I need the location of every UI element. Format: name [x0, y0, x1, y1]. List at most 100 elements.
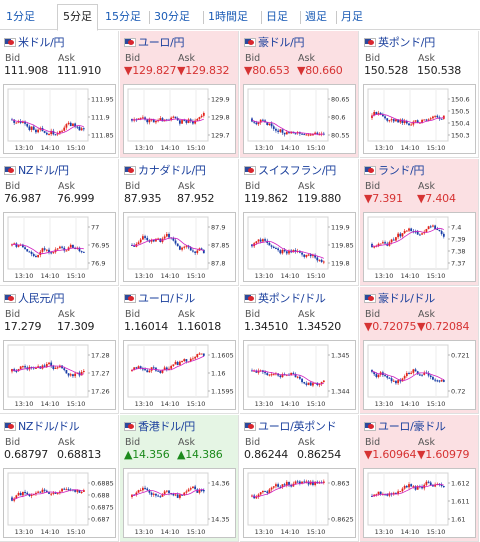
ask-price: 111.910: [57, 64, 102, 77]
pair-name-link[interactable]: ランド/円: [378, 164, 425, 177]
pair-name-link[interactable]: NZドル/円: [18, 164, 69, 177]
candlestick-chart[interactable]: 129.9 129.8 129.7 13:10 14:10 15:10: [123, 84, 236, 154]
tab-daily[interactable]: 日足: [266, 10, 288, 23]
pair-card[interactable]: 英ポンド/ドル Bid Ask 1.34510 1.34520 1.345 1.344 13:…: [240, 287, 359, 414]
x-tick-label: 15:10: [307, 528, 326, 536]
candle-body: [43, 248, 46, 250]
candle-body: [45, 132, 48, 135]
candlestick-chart[interactable]: 1.1605 1.16 1.1595 13:10 14:10 15:10: [123, 340, 236, 410]
pair-header[interactable]: ユーロ/豪ドル: [364, 419, 446, 433]
candlestick-chart[interactable]: 80.65 80.6 80.55 13:10 14:10 15:10: [243, 84, 356, 154]
pair-header[interactable]: 香港ドル/円: [124, 419, 195, 433]
candlestick-chart[interactable]: 1.612 1.611 1.61 13:10 14:10 15:10: [363, 468, 476, 538]
candle-body: [67, 373, 70, 376]
pair-card[interactable]: カナダドル/円 Bid Ask 87.935 87.952 87.9 87.85 87.8 13…: [120, 159, 239, 286]
candle-body: [305, 481, 308, 483]
candlestick-chart[interactable]: 119.9 119.85 119.8 13:10 14:10 15:10: [243, 212, 356, 282]
tab-5min[interactable]: 5分足: [57, 4, 98, 31]
pair-header[interactable]: 英ポンド/ドル: [244, 291, 326, 305]
tab-15min[interactable]: 15分足: [105, 10, 141, 23]
pair-card[interactable]: 米ドル/円 Bid Ask 111.908 111.910 111.95 111.9 111.…: [0, 31, 119, 158]
candle-body: [412, 486, 415, 488]
tab-monthly[interactable]: 月足: [341, 10, 363, 23]
pair-name-link[interactable]: ユーロ/ドル: [138, 292, 195, 305]
pair-card[interactable]: ランド/円 Bid Ask ▼7.391 ▼7.404 7.4 7.39 7.38 7.37 13…: [360, 159, 479, 286]
pair-card[interactable]: 豪ドル/円 Bid Ask ▼80.653 ▼80.660 80.65 80.6 80.55 1…: [240, 31, 359, 158]
pair-header[interactable]: 人民元/円: [4, 291, 65, 305]
candlestick-chart[interactable]: 7.4 7.39 7.38 7.37 13:10 14:10 15:10: [363, 212, 476, 282]
pair-name-link[interactable]: 人民元/円: [18, 292, 65, 305]
pair-card[interactable]: ユーロ/英ポンド Bid Ask 0.86244 0.86254 0.863 0.8625 1…: [240, 415, 359, 542]
pair-name-link[interactable]: ユーロ/英ポンド: [258, 420, 337, 433]
pair-name-link[interactable]: 米ドル/円: [18, 36, 65, 49]
candlestick-chart[interactable]: 0.6885 0.688 0.6875 0.687 13:10 14:10 15:10: [3, 468, 116, 538]
pair-name-link[interactable]: NZドル/ドル: [18, 420, 80, 433]
candlestick-chart[interactable]: 150.6 150.5 150.4 150.3 13:10 14:10 15:10: [363, 84, 476, 154]
x-tick-label: 15:10: [187, 400, 206, 408]
pair-header[interactable]: スイスフラン/円: [244, 163, 336, 177]
pair-card[interactable]: ユーロ/豪ドル Bid Ask ▼1.60964 ▼1.60979 1.612 1.611 1…: [360, 415, 479, 542]
candle-body: [189, 119, 192, 122]
candle-body: [137, 490, 140, 493]
candle-body: [72, 244, 74, 249]
candle-body: [307, 382, 310, 385]
y-tick-label: 1.16: [211, 370, 225, 378]
pair-card[interactable]: 英ポンド/円 Bid Ask 150.528 150.538 150.6 150.5 150.…: [360, 31, 479, 158]
pair-card[interactable]: NZドル/ドル Bid Ask 0.68797 0.68813 0.6885 0.688 0.…: [0, 415, 119, 542]
pair-name-link[interactable]: 英ポンド/円: [378, 36, 435, 49]
pair-name-link[interactable]: 英ポンド/ドル: [258, 292, 326, 305]
pair-header[interactable]: NZドル/ドル: [4, 419, 80, 433]
candle-body: [290, 485, 293, 487]
candle-body: [30, 494, 33, 497]
candlestick-chart[interactable]: 1.345 1.344 13:10 14:10 15:10: [243, 340, 356, 410]
pair-card[interactable]: 香港ドル/円 Bid Ask ▲14.356 ▲14.386 14.36 14.35 13:1…: [120, 415, 239, 542]
pair-name-link[interactable]: 香港ドル/円: [138, 420, 195, 433]
tab-1min[interactable]: 1分足: [6, 10, 35, 23]
pair-card[interactable]: 豪ドル/ドル Bid Ask ▼0.72075 ▼0.72084 0.721 0.72 13:…: [360, 287, 479, 414]
pair-card[interactable]: ユーロ/円 Bid Ask ▼129.827 ▼129.832 129.9 129.8 129…: [120, 31, 239, 158]
pair-name-link[interactable]: ユーロ/円: [138, 36, 185, 49]
candle-body: [78, 490, 81, 493]
tab-1hour[interactable]: 1時間足: [208, 10, 248, 23]
pair-header[interactable]: ユーロ/英ポンド: [244, 419, 337, 433]
candlestick-chart[interactable]: 77 76.95 76.9 13:10 14:10 15:10: [3, 212, 116, 282]
candle-body: [390, 239, 393, 243]
candlestick-chart[interactable]: 17.28 17.27 17.26 13:10 14:10 15:10: [3, 340, 116, 410]
pair-header[interactable]: ユーロ/ドル: [124, 291, 195, 305]
candle-body: [24, 366, 26, 368]
pair-header[interactable]: ランド/円: [364, 163, 425, 177]
pair-card[interactable]: スイスフラン/円 Bid Ask 119.862 119.880 119.9 119.85 1…: [240, 159, 359, 286]
candlestick-chart[interactable]: 0.721 0.72 13:10 14:10 15:10: [363, 340, 476, 410]
pair-header[interactable]: 米ドル/円: [4, 35, 65, 49]
pair-name-link[interactable]: スイスフラン/円: [258, 164, 336, 177]
candle-body: [196, 250, 199, 253]
pair-header[interactable]: NZドル/円: [4, 163, 69, 177]
pair-card[interactable]: ユーロ/ドル Bid Ask 1.16014 1.16018 1.1605 1.16 1.15…: [120, 287, 239, 414]
x-tick-label: 13:10: [15, 144, 34, 152]
pair-header[interactable]: 豪ドル/円: [244, 35, 305, 49]
candle-body: [442, 380, 445, 382]
pair-header[interactable]: 豪ドル/ドル: [364, 291, 435, 305]
pair-card[interactable]: 人民元/円 Bid Ask 17.279 17.309 17.28 17.27 17.26 13…: [0, 287, 119, 414]
candle-body: [13, 243, 16, 245]
candle-body: [52, 366, 55, 369]
pair-header[interactable]: ユーロ/円: [124, 35, 185, 49]
pair-name-link[interactable]: 豪ドル/ドル: [378, 292, 435, 305]
candle-body: [183, 246, 186, 248]
candlestick-chart[interactable]: 87.9 87.85 87.8 13:10 14:10 15:10: [123, 212, 236, 282]
tab-30min[interactable]: 30分足: [154, 10, 190, 23]
candlestick-chart[interactable]: 14.36 14.35 13:10 14:10 15:10: [123, 468, 236, 538]
tab-weekly[interactable]: 週足: [305, 10, 327, 23]
plot-area: [127, 472, 209, 526]
candle-body: [275, 128, 277, 131]
pair-name-link[interactable]: カナダドル/円: [138, 164, 206, 177]
candlestick-chart[interactable]: 0.863 0.8625 13:10 14:10 15:10: [243, 468, 356, 538]
pair-header[interactable]: カナダドル/円: [124, 163, 206, 177]
pair-header[interactable]: 英ポンド/円: [364, 35, 435, 49]
pair-name-link[interactable]: ユーロ/豪ドル: [378, 420, 446, 433]
candle-body: [185, 120, 188, 123]
pair-card[interactable]: NZドル/円 Bid Ask 76.987 76.999 77 76.95 76.9 13:10…: [0, 159, 119, 286]
pair-name-link[interactable]: 豪ドル/円: [258, 36, 305, 49]
candlestick-chart[interactable]: 111.95 111.9 111.85 13:10 14:10 15:10: [3, 84, 116, 154]
candle-body: [185, 245, 188, 247]
